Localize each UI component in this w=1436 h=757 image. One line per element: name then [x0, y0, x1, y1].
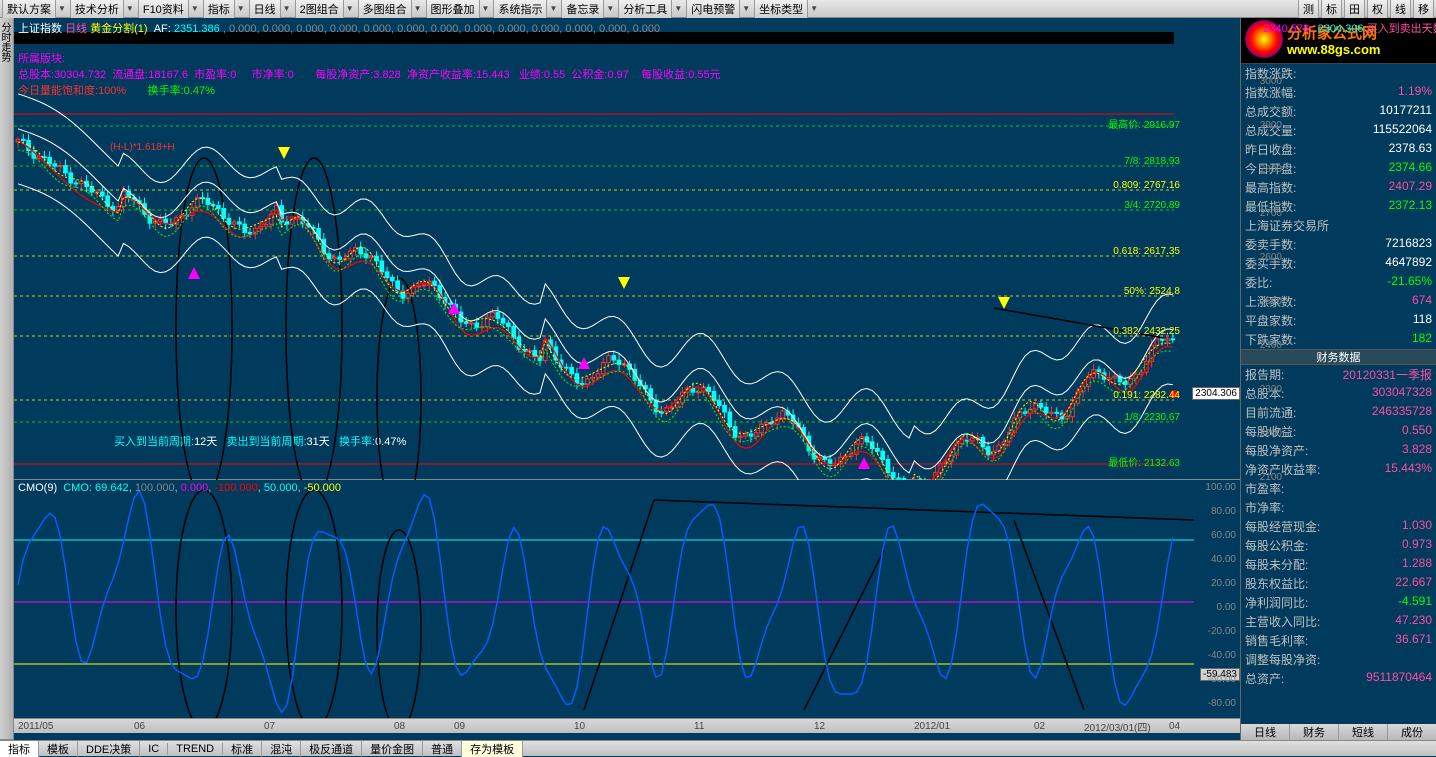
bottom-tab[interactable]: 极反通道 — [301, 741, 362, 757]
eps-label: 每股收益: — [641, 69, 688, 81]
perf-label: 业绩: — [519, 69, 544, 81]
toolbar-btn[interactable]: 图形叠加 — [426, 0, 480, 19]
toolbar-btn[interactable]: 多图组合 — [358, 0, 412, 19]
turn-val: 0.47% — [184, 85, 215, 97]
toolbar-rbtn[interactable]: 田 — [1344, 0, 1365, 19]
toolbar-rbtn[interactable]: 线 — [1390, 0, 1411, 19]
roe-label: 净资产收益率: — [407, 69, 476, 81]
toolbar-btn[interactable]: 系统指示 — [493, 0, 547, 19]
bottom-tab[interactable]: 存为模板 — [462, 741, 523, 757]
pe-label: 市盈率: — [194, 69, 230, 81]
symbol-label: 上证指数 — [18, 23, 62, 35]
toolbar-btn[interactable]: F10资料 — [138, 0, 189, 19]
chart-area: 上证指数 日线 黄金分割(1) AF: 2351.386 , 0.000, 0.… — [14, 18, 1240, 740]
toolbar-btn[interactable]: 坐标类型 — [754, 0, 808, 19]
right-tab[interactable]: 日线 — [1241, 724, 1290, 740]
cmo-v1: 100.000 — [135, 482, 175, 494]
total-val: 30304.732 — [54, 69, 106, 81]
cmo-val-label: CMO: — [63, 482, 92, 494]
toolbar-btn[interactable]: 分析工具 — [618, 0, 672, 19]
fund-val: 0.97 — [607, 69, 628, 81]
toolbar-btn[interactable]: 日线 — [249, 0, 281, 19]
indicator-label: 黄金分割(1) — [90, 23, 147, 35]
bottom-tab[interactable]: 普通 — [423, 741, 462, 757]
af-value: 2351.386 — [174, 23, 220, 35]
sat-val: 100% — [98, 85, 126, 97]
toolbar-btn[interactable]: 2图组合 — [295, 0, 344, 19]
toolbar-btn[interactable]: 指标 — [203, 0, 235, 19]
pe-val: 0 — [230, 69, 236, 81]
toolbar-rbtn[interactable]: 移 — [1413, 0, 1434, 19]
bottom-tab[interactable]: 模板 — [39, 741, 78, 757]
price-marker: 2304.306 — [1192, 387, 1240, 400]
buy-label: 买入到卖出天数 — [1367, 23, 1436, 35]
cmo-value: 69.642 — [95, 482, 129, 494]
cmo-v4: 50.000 — [264, 482, 298, 494]
toolbar-rbtn[interactable]: 测 — [1298, 0, 1319, 19]
bottom-tab[interactable]: 标准 — [223, 741, 262, 757]
bottom-tab[interactable]: 量价金图 — [362, 741, 423, 757]
af-label: AF: — [154, 23, 171, 35]
toolbar-btn[interactable]: 技术分析 — [70, 0, 124, 19]
roe-val: 15.443 — [476, 69, 510, 81]
cmo-v3: -100.000 — [214, 482, 257, 494]
price-chart[interactable]: 上证指数 日线 黄金分割(1) AF: 2351.386 , 0.000, 0.… — [14, 18, 1240, 480]
toolbar-btn[interactable]: 闪电预警 — [686, 0, 740, 19]
bottom-tab[interactable]: IC — [140, 743, 168, 755]
circ-label: 流通盘: — [112, 69, 148, 81]
cmo-chart[interactable]: CMO(9) CMO: 69.642, 100.000, 0.000, -100… — [14, 480, 1240, 718]
fund-label: 公积金: — [571, 69, 607, 81]
period-label: 日线 — [65, 23, 87, 35]
bottom-tab[interactable]: 混沌 — [262, 741, 301, 757]
indicator-tabs: 指标 模板 DDE决策 IC TREND 标准 混沌 极反通道 量价金图 普通 … — [0, 740, 1436, 756]
bottom-tab[interactable]: TREND — [168, 743, 223, 755]
cmo-v2: 0.000 — [181, 482, 209, 494]
right-bottom-tabs: 日线 财务 短线 成份 — [1241, 724, 1436, 740]
nav-val: 3.828 — [373, 69, 401, 81]
total-label: 总股本: — [18, 69, 54, 81]
block-label: 所属版块: — [18, 53, 65, 65]
cmo-v5: -50.000 — [304, 482, 341, 494]
cmo-title: CMO(9) — [18, 482, 57, 494]
arrow-val: 2304.306 — [1318, 23, 1364, 35]
turn-label: 换手率: — [148, 85, 184, 97]
time-axis: 2011/05060708091011122012/01022012/03/01… — [14, 718, 1240, 733]
right-tab[interactable]: 成份 — [1388, 724, 1436, 740]
bottom-tab[interactable]: DDE决策 — [78, 741, 140, 757]
nav-label: 每股净资产: — [315, 69, 373, 81]
cmo-yaxis: 100.0080.0060.0040.0020.000.00-20.00-40.… — [1194, 480, 1240, 718]
pb-label: 市净率: — [252, 69, 288, 81]
perf-val: 0.55 — [544, 69, 565, 81]
toolbar-rbtn[interactable]: 标 — [1321, 0, 1342, 19]
toolbar-btn[interactable]: 备忘录 — [561, 0, 604, 19]
bottom-tab[interactable]: 指标 — [0, 741, 39, 757]
pb-val: 0 — [288, 69, 294, 81]
toolbar-btn[interactable]: 默认方案 — [2, 0, 56, 19]
circ-val: 18167.6 — [148, 69, 188, 81]
right-tab[interactable]: 财务 — [1290, 724, 1339, 740]
arrow-up: 2340.578↑ — [1263, 23, 1314, 35]
sat-label: 今日量能饱和度: — [18, 85, 98, 97]
cmo-svg — [14, 480, 1194, 718]
left-tab-column: 分时走势 技术分析 基本资料 全屏 分时成交 其他 — [0, 18, 14, 740]
left-tab[interactable]: 分时走势 — [0, 18, 13, 740]
main-toolbar: 默认方案▼ 技术分析▼ F10资料▼ 指标▼ 日线▼ 2图组合▼ 多图组合▼ 图… — [0, 0, 1436, 18]
eps-val: 0.55元 — [688, 69, 720, 81]
toolbar-rbtn[interactable]: 权 — [1367, 0, 1388, 19]
right-tab[interactable]: 短线 — [1339, 724, 1388, 740]
zeros-row: , 0.000, 0.000, 0.000, 0.000, 0.000, 0.0… — [223, 23, 660, 35]
